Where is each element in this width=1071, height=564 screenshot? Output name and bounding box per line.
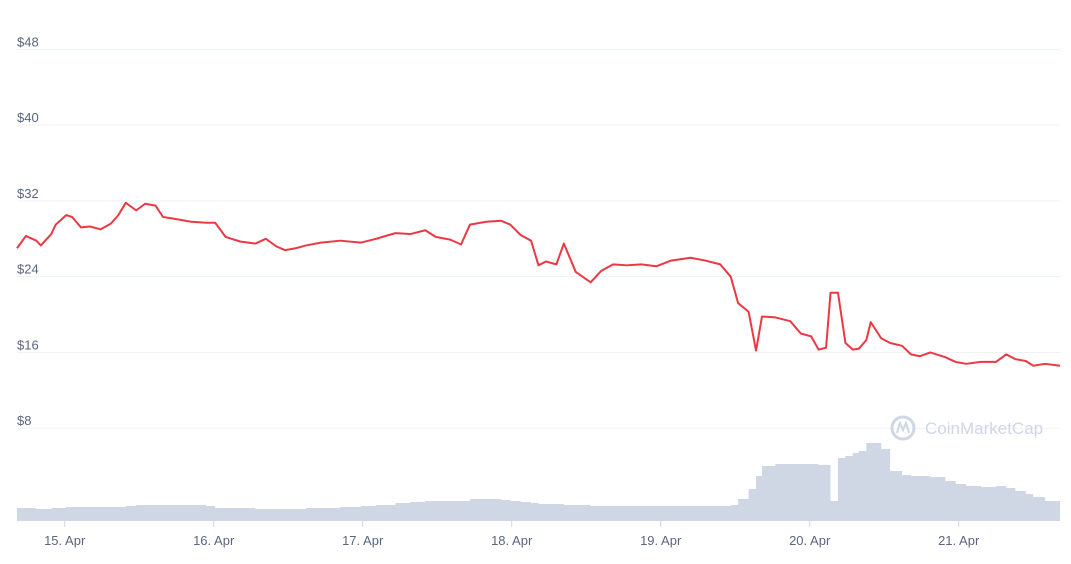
x-tick-label: 18. Apr xyxy=(491,533,533,548)
y-tick-label: $48 xyxy=(17,34,39,49)
x-tick-label: 15. Apr xyxy=(44,533,86,548)
y-tick-label: $8 xyxy=(17,413,31,428)
price-line xyxy=(16,201,1061,367)
plot: 15. Apr 16. Apr 17. Apr 18. Apr 19. Apr 20. A… xyxy=(16,201,1061,548)
watermark-logo xyxy=(890,415,916,441)
x-tick-label: 21. Apr xyxy=(938,533,980,548)
grid: $8 $16 $24 $32 $40 $48 xyxy=(17,34,1060,429)
y-tick-label: $24 xyxy=(17,262,39,277)
watermark: CoinMarketCap xyxy=(925,419,1043,438)
y-tick-label: $40 xyxy=(17,110,39,125)
x-tick-label: 16. Apr xyxy=(193,533,235,548)
x-tick-label: 20. Apr xyxy=(789,533,831,548)
volume-area xyxy=(17,443,1060,521)
x-tick-label: 17. Apr xyxy=(342,533,384,548)
y-tick-label: $32 xyxy=(17,186,39,201)
x-tick-label: 19. Apr xyxy=(640,533,682,548)
y-tick-label: $16 xyxy=(17,337,39,352)
